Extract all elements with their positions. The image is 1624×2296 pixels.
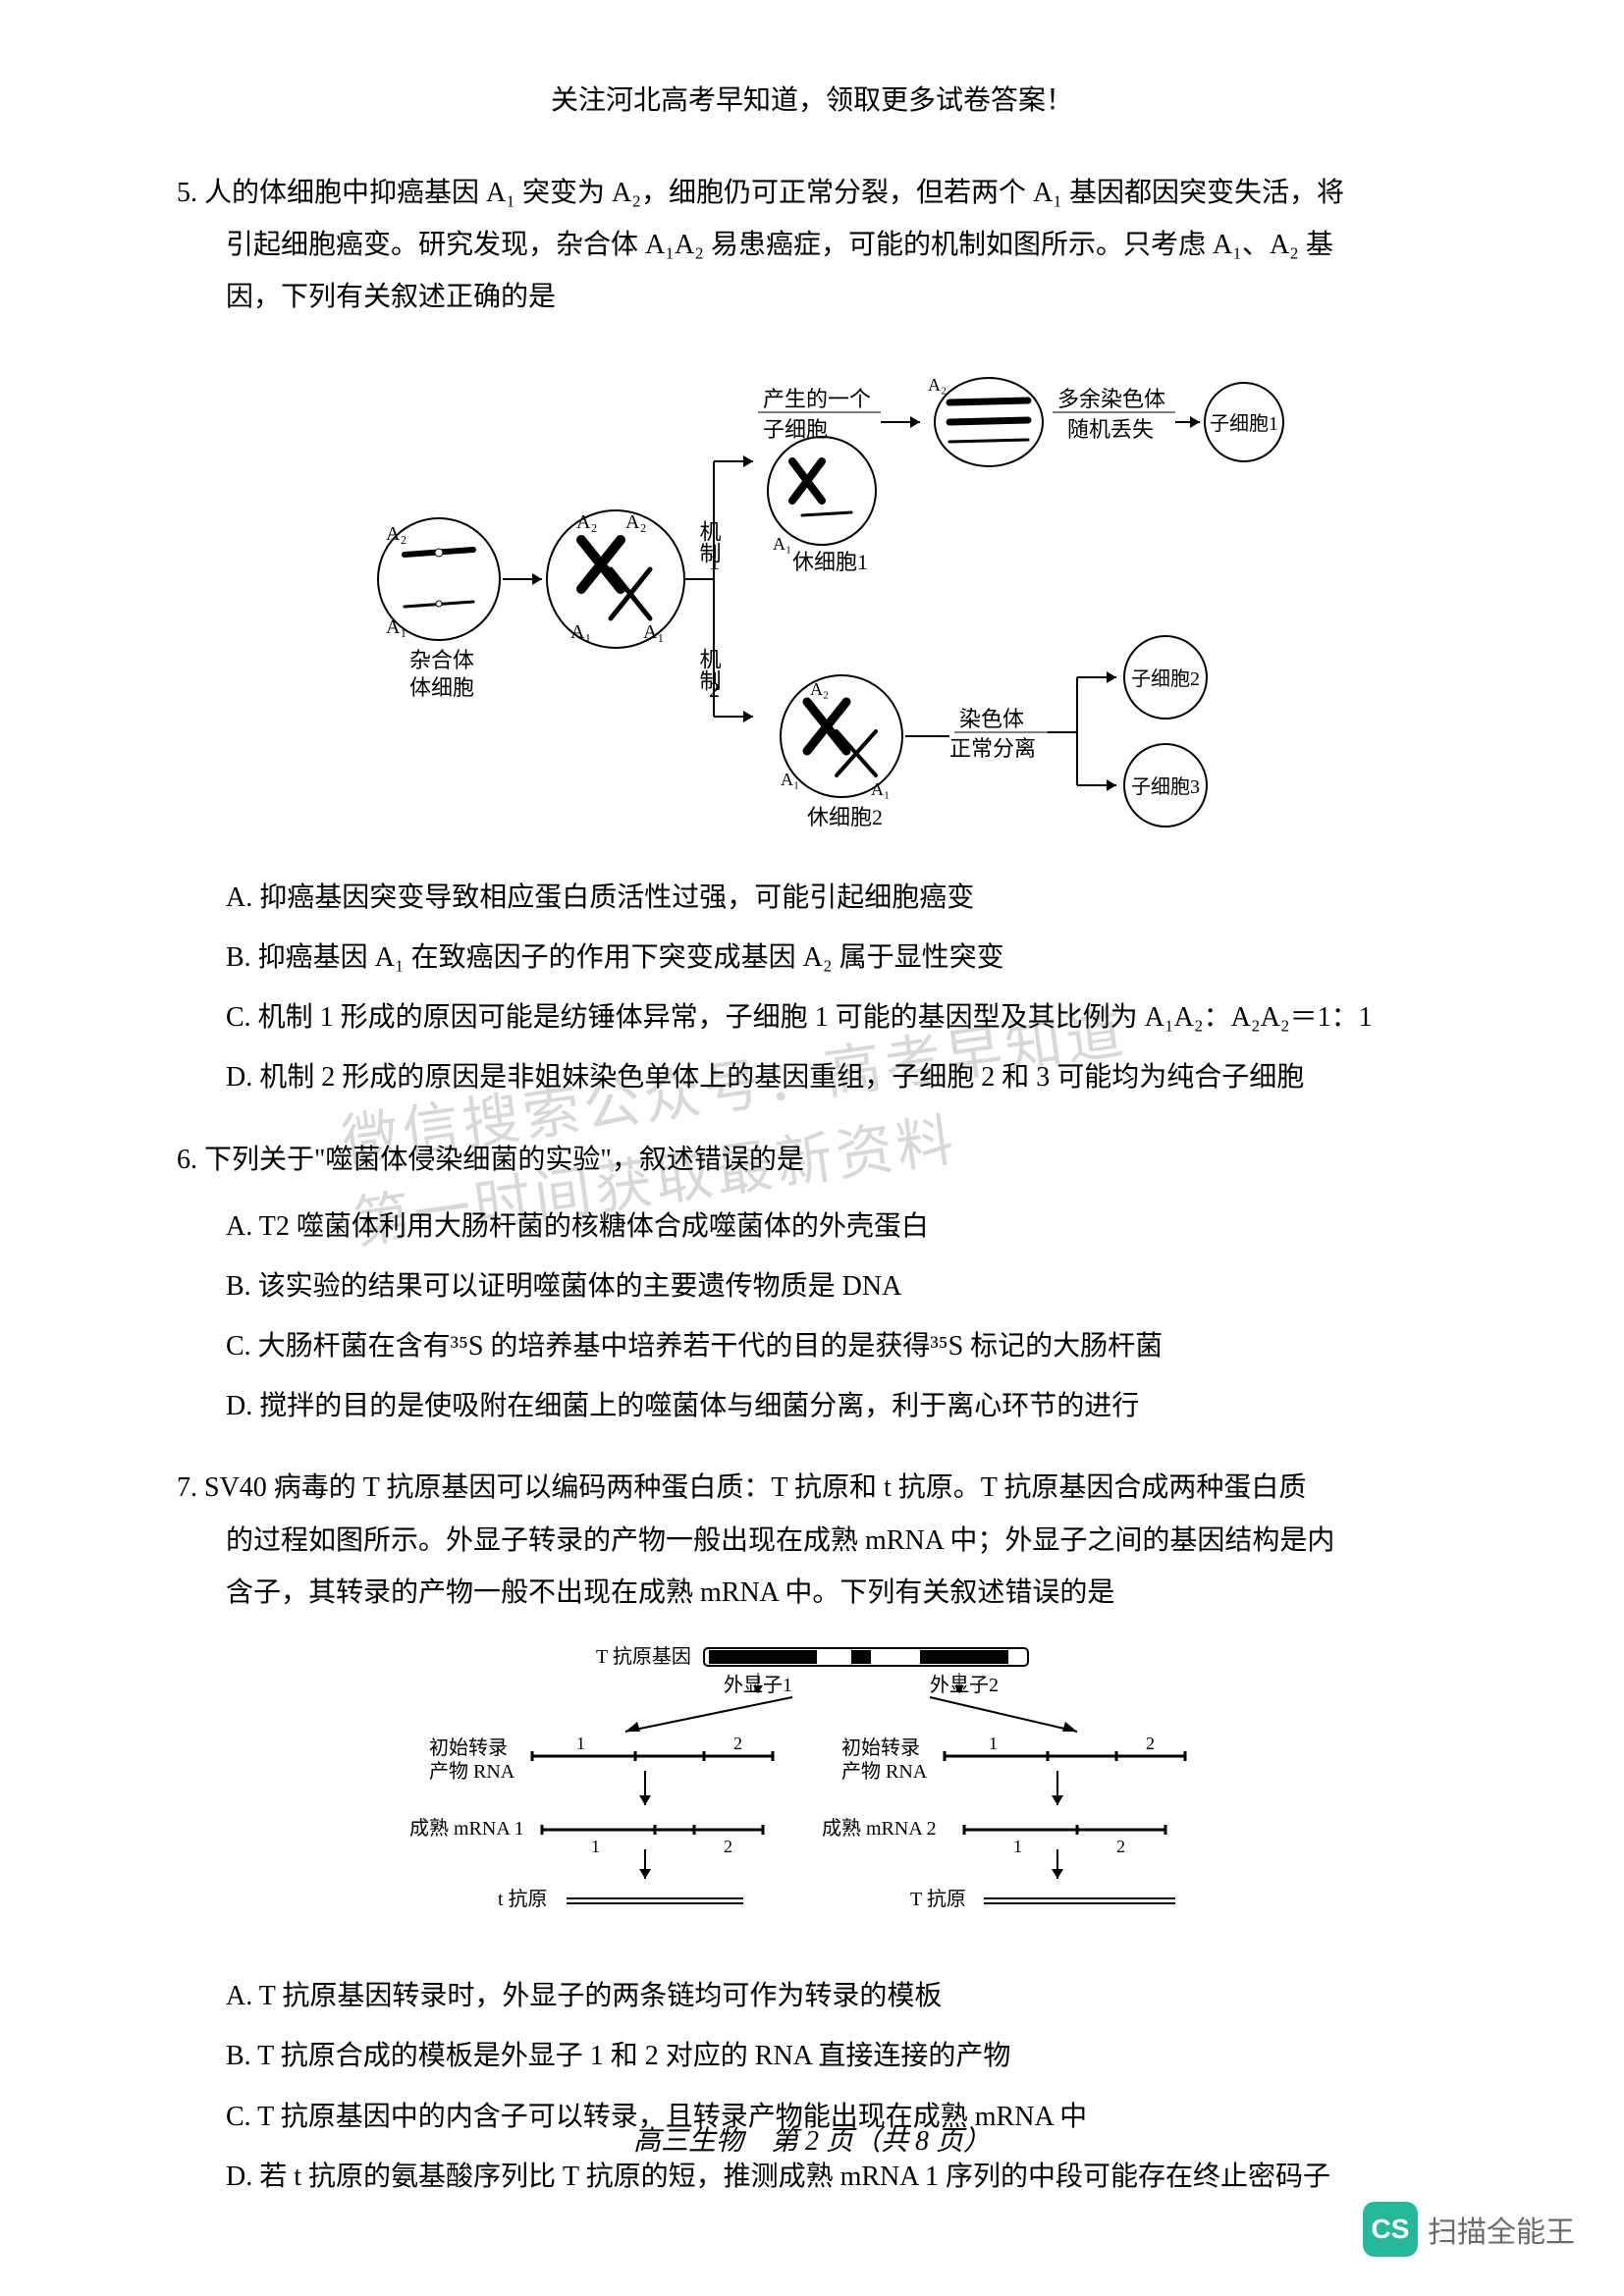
q7-option-D: D. 若 t 抗原的氨基酸序列比 T 抗原的短，推测成熟 mRNA 1 序列的中… bbox=[226, 2151, 1447, 2203]
q5-lbl-a1-b2: A₁ bbox=[871, 779, 890, 799]
q7-lbl-n1-l2: 1 bbox=[591, 1837, 600, 1856]
q7-lbl-tgene: T 抗原基因 bbox=[596, 1645, 691, 1668]
q5-lbl-duoyu: 多余染色体 bbox=[1057, 387, 1165, 411]
q5-stem1: 人的体细胞中抑癌基因 A₁ 突变为 A₂，细胞仍可正常分裂，但若两个 A₁ 基因… bbox=[204, 178, 1344, 208]
q5-option-C: C. 机制 1 形成的原因可能是纺锤体异常，子细胞 1 可能的基因型及其比例为 … bbox=[226, 991, 1447, 1043]
q5-lbl-a1-2: A₁ bbox=[570, 621, 591, 643]
q5-lbl-tixibao: 体细胞 bbox=[409, 675, 474, 700]
q5-lbl-ranse: 染色体 bbox=[959, 707, 1024, 731]
q7-lbl-chushi-r: 初始转录 bbox=[841, 1736, 920, 1759]
q5-lbl-zxb3: 子细胞3 bbox=[1131, 775, 1200, 798]
scan-badge-text: 扫描全能王 bbox=[1428, 2208, 1575, 2251]
q7-options: A. T 抗原基因转录时，外显子的两条链均可作为转录的模板 B. T 抗原合成的… bbox=[177, 1970, 1447, 2203]
q5-lbl-a1-x1: A₁ bbox=[773, 534, 791, 554]
q5-lbl-zxb2: 子细胞2 bbox=[1131, 667, 1200, 690]
q7-number: 7. bbox=[177, 1472, 197, 1503]
q5-lbl-one: 1 bbox=[709, 550, 720, 574]
q5-lbl-zahe: 杂合体 bbox=[409, 648, 474, 672]
q7-stem3: 含子，其转录的产物一般不出现在成熟 mRNA 中。下列有关叙述错误的是 bbox=[177, 1567, 1447, 1619]
q5-lbl-a2-top: A₂ bbox=[928, 375, 947, 395]
q7-diagram: T 抗原基因 外显子1 外显子2 初始转录 产物 RNA bbox=[177, 1638, 1447, 1950]
q7-lbl-n1-r: 1 bbox=[989, 1734, 998, 1753]
q7-lbl-chanwu-r: 产物 RNA bbox=[841, 1760, 928, 1783]
q7-option-B: B. T 抗原合成的模板是外显子 1 和 2 对应的 RNA 直接连接的产物 bbox=[226, 2030, 1447, 2082]
q5-stem3: 因，下列有关叙述正确的是 bbox=[177, 271, 1447, 323]
page-header: 关注河北高考早知道，领取更多试卷答案！ bbox=[0, 0, 1624, 118]
q5-stem2: 引起细胞癌变。研究发现，杂合体 A₁A₂ 易患癌症，可能的机制如图所示。只考虑 … bbox=[177, 219, 1447, 271]
q6-option-A: A. T2 噬菌体利用大肠杆菌的核糖体合成噬菌体的外壳蛋白 bbox=[226, 1201, 1447, 1253]
q7-lbl-n2-l: 2 bbox=[733, 1734, 742, 1753]
question-5: 5. 人的体细胞中抑癌基因 A₁ 突变为 A₂，细胞仍可正常分裂，但若两个 A₁… bbox=[177, 167, 1447, 1104]
question-6: 6. 下列关于"噬菌体侵染细菌的实验"，叙述错误的是 A. T2 噬菌体利用大肠… bbox=[177, 1134, 1447, 1433]
q5-lbl-two: 2 bbox=[709, 677, 720, 702]
q7-lbl-tks: t 抗原 bbox=[498, 1888, 548, 1910]
q7-stem1: SV40 病毒的 T 抗原基因可以编码两种蛋白质：T 抗原和 t 抗原。T 抗原… bbox=[204, 1472, 1306, 1503]
q5-lbl-suiji: 随机丢失 bbox=[1067, 417, 1154, 442]
q7-lbl-tkb: T 抗原 bbox=[910, 1888, 966, 1910]
q5-lbl-a1-1: A₁ bbox=[386, 616, 406, 638]
q7-lbl-n2-r2: 2 bbox=[1116, 1837, 1125, 1856]
q5-lbl-a2-3: A₂ bbox=[625, 511, 646, 533]
q5-lbl-zixibao-top: 子细胞 bbox=[763, 417, 828, 442]
q6-option-B: B. 该实验的结果可以证明噬菌体的主要遗传物质是 DNA bbox=[226, 1260, 1447, 1312]
q7-lbl-cs2: 成熟 mRNA 2 bbox=[822, 1817, 937, 1840]
q5-diagram-svg: A₂ A₁ 杂合体 体细胞 A₂ A₂ A₁ A₁ bbox=[321, 344, 1303, 834]
q6-stem1: 下列关于"噬菌体侵染细菌的实验"，叙述错误的是 bbox=[204, 1145, 804, 1175]
q5-options: A. 抑癌基因突变导致相应蛋白质活性过强，可能引起细胞癌变 B. 抑癌基因 A₁… bbox=[177, 872, 1447, 1104]
q6-number: 6. bbox=[177, 1145, 197, 1175]
scan-badge: CS 扫描全能王 bbox=[1363, 2202, 1575, 2257]
q7-option-C: C. T 抗原基因中的内含子可以转录，且转录产物能出现在成熟 mRNA 中 bbox=[226, 2091, 1447, 2143]
q7-lbl-n1-l: 1 bbox=[576, 1734, 585, 1753]
q5-option-D: D. 机制 2 形成的原因是非姐妹染色单体上的基因重组，子细胞 2 和 3 可能… bbox=[226, 1051, 1447, 1103]
q5-lbl-a1-3: A₁ bbox=[643, 621, 664, 643]
q5-lbl-a2-1: A₂ bbox=[386, 523, 406, 545]
q5-diagram: A₂ A₁ 杂合体 体细胞 A₂ A₂ A₁ A₁ bbox=[177, 344, 1447, 852]
q7-lbl-wai2: 外显子2 bbox=[930, 1674, 999, 1696]
q5-number: 5. bbox=[177, 178, 197, 208]
q5-lbl-a1-b1: A₁ bbox=[781, 770, 799, 789]
q5-lbl-a2-2: A₂ bbox=[576, 511, 597, 533]
q7-lbl-chushi-l: 初始转录 bbox=[429, 1736, 508, 1759]
q5-lbl-a2-b: A₂ bbox=[810, 679, 829, 699]
q5-option-B: B. 抑癌基因 A₁ 在致癌因子的作用下突变成基因 A₂ 属于显性突变 bbox=[226, 932, 1447, 984]
q5-lbl-chansheng: 产生的一个 bbox=[763, 387, 871, 411]
q7-diagram-svg: T 抗原基因 外显子1 外显子2 初始转录 产物 RNA bbox=[370, 1638, 1254, 1933]
q5-lbl-xiu1: 休细胞1 bbox=[792, 550, 868, 574]
q6-option-D: D. 搅拌的目的是使吸附在细菌上的噬菌体与细菌分离，利于离心环节的进行 bbox=[226, 1380, 1447, 1432]
q7-lbl-n1-r2: 1 bbox=[1013, 1837, 1022, 1856]
q7-lbl-cs1: 成熟 mRNA 1 bbox=[409, 1817, 524, 1840]
q7-lbl-n2-l2: 2 bbox=[724, 1837, 732, 1856]
header-text: 关注河北高考早知道，领取更多试卷答案！ bbox=[551, 85, 1073, 116]
q7-option-A: A. T 抗原基因转录时，外显子的两条链均可作为转录的模板 bbox=[226, 1970, 1447, 2022]
question-7: 7. SV40 病毒的 T 抗原基因可以编码两种蛋白质：T 抗原和 t 抗原。T… bbox=[177, 1462, 1447, 2203]
q6-option-C: C. 大肠杆菌在含有³⁵S 的培养基中培养若干代的目的是获得³⁵S 标记的大肠杆… bbox=[226, 1320, 1447, 1372]
q7-lbl-chanwu-l: 产物 RNA bbox=[429, 1760, 515, 1783]
q5-lbl-zhengchang: 正常分离 bbox=[949, 736, 1036, 761]
q5-lbl-xiu2: 休细胞2 bbox=[807, 805, 883, 829]
q7-stem2: 的过程如图所示。外显子转录的产物一般出现在成熟 mRNA 中；外显子之间的基因结… bbox=[177, 1515, 1447, 1567]
q5-lbl-zxb1: 子细胞1 bbox=[1210, 412, 1278, 435]
q7-lbl-n2-r: 2 bbox=[1146, 1734, 1155, 1753]
scan-badge-icon: CS bbox=[1363, 2202, 1418, 2257]
q6-options: A. T2 噬菌体利用大肠杆菌的核糖体合成噬菌体的外壳蛋白 B. 该实验的结果可… bbox=[177, 1201, 1447, 1433]
q5-option-A: A. 抑癌基因突变导致相应蛋白质活性过强，可能引起细胞癌变 bbox=[226, 872, 1447, 924]
